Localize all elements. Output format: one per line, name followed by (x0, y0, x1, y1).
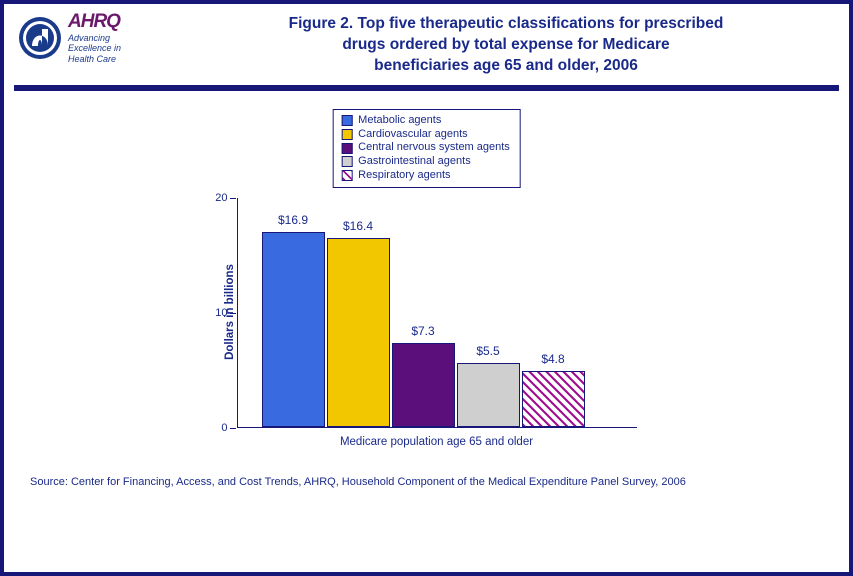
legend: Metabolic agentsCardiovascular agentsCen… (332, 109, 521, 188)
legend-label: Respiratory agents (358, 169, 450, 183)
y-tick-label: 0 (200, 422, 228, 434)
legend-item: Central nervous system agents (341, 141, 510, 155)
figure-title: Figure 2. Top five therapeutic classific… (187, 12, 835, 77)
title-line: drugs ordered by total expense for Medic… (187, 35, 825, 56)
ahrq-tagline: Advancing Excellence in Health Care (68, 33, 121, 64)
ahrq-text: AHRQ Advancing Excellence in Health Care (68, 12, 121, 64)
legend-label: Central nervous system agents (358, 141, 510, 155)
bar: $16.9 (262, 232, 325, 426)
ahrq-wordmark: AHRQ (68, 12, 121, 31)
bar: $7.3 (392, 343, 455, 427)
y-tick-label: 20 (200, 192, 228, 204)
title-line: Figure 2. Top five therapeutic classific… (187, 14, 825, 35)
source-note: Source: Center for Financing, Access, an… (30, 476, 849, 488)
header: AHRQ Advancing Excellence in Health Care… (4, 4, 849, 83)
legend-swatch-icon (341, 143, 352, 154)
legend-swatch-icon (341, 129, 352, 140)
tagline-line: Health Care (68, 54, 121, 64)
header-rule (14, 85, 839, 91)
plot-area: Dollars in billions $16.9$16.4$7.3$5.5$4… (237, 198, 637, 428)
hhs-seal-icon (18, 16, 62, 60)
bar-value-label: $4.8 (541, 352, 564, 366)
bars-container: $16.9$16.4$7.3$5.5$4.8 (238, 198, 637, 427)
legend-label: Metabolic agents (358, 114, 441, 128)
legend-item: Cardiovascular agents (341, 128, 510, 142)
legend-swatch-icon (341, 115, 352, 126)
bar-value-label: $16.9 (278, 213, 308, 227)
bar-value-label: $5.5 (476, 344, 499, 358)
bar-value-label: $7.3 (411, 324, 434, 338)
logo-block: AHRQ Advancing Excellence in Health Care (18, 12, 173, 64)
figure-page: AHRQ Advancing Excellence in Health Care… (0, 0, 853, 576)
bar-value-label: $16.4 (343, 219, 373, 233)
chart: Metabolic agentsCardiovascular agentsCen… (167, 109, 687, 448)
x-axis-label: Medicare population age 65 and older (237, 436, 637, 448)
legend-item: Gastrointestinal agents (341, 155, 510, 169)
legend-item: Respiratory agents (341, 169, 510, 183)
y-tick (230, 313, 238, 314)
bar: $5.5 (457, 363, 520, 426)
legend-item: Metabolic agents (341, 114, 510, 128)
tagline-line: Advancing (68, 33, 121, 43)
y-tick-label: 10 (200, 307, 228, 319)
title-line: beneficiaries age 65 and older, 2006 (187, 56, 825, 77)
bar: $4.8 (522, 371, 585, 426)
tagline-line: Excellence in (68, 43, 121, 53)
legend-label: Cardiovascular agents (358, 128, 467, 142)
legend-swatch-icon (341, 156, 352, 167)
legend-swatch-icon (341, 170, 352, 181)
bar: $16.4 (327, 238, 390, 427)
y-tick (230, 198, 238, 199)
y-tick (230, 428, 238, 429)
legend-label: Gastrointestinal agents (358, 155, 471, 169)
